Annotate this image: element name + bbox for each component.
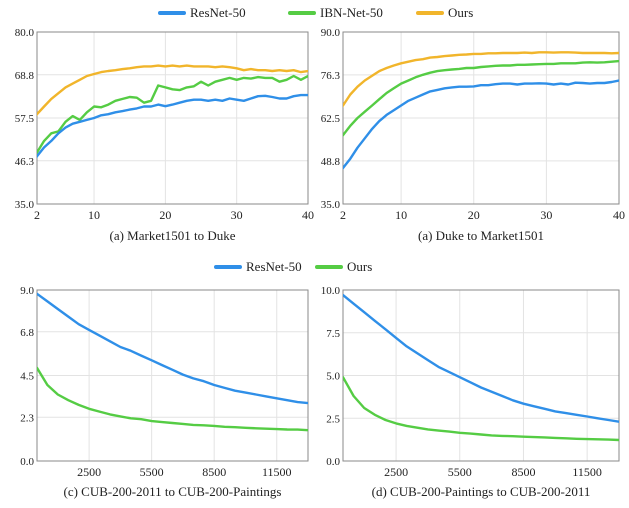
x-tick-label: 11500 [262,465,292,479]
y-tick-label: 35.0 [321,199,341,211]
x-tick-label: 30 [231,208,243,222]
series-line-resnet-50 [343,79,619,170]
x-tick-label: 5500 [448,465,472,479]
x-tick-label: 8500 [511,465,535,479]
legend-label: ResNet-50 [246,259,302,274]
plot-frame [342,31,620,205]
y-tick-label: 10.0 [321,285,341,297]
plot-frame [36,31,309,205]
y-tick-label: 76.3 [321,70,341,82]
series-line-ours [37,64,308,117]
y-tick-label: 80.0 [15,27,35,39]
plot-frame [342,289,620,462]
y-tick-label: 5.0 [326,371,340,383]
y-tick-label: 48.8 [321,156,341,168]
y-tick-label: 68.8 [15,70,35,82]
chart-caption: (a) Market1501 to Duke [110,228,236,243]
y-tick-label: 2.5 [326,413,340,425]
chart-panel-2: 35.0 48.8 62.5 76.3 90.0 2 10 20 30 40 (a) Duke to… [321,27,625,243]
series-line-ibn-net-50 [343,59,619,138]
chart-panel-3: 0.0 2.3 4.5 6.8 9.0 2500 5500 8500 11500 (c) CUB-… [20,285,309,499]
series-line-ours [37,366,308,432]
y-tick-label: 0.0 [20,456,34,468]
y-tick-label: 6.8 [20,327,34,339]
x-tick-label: 10 [395,208,407,222]
y-tick-label: 0.0 [326,456,340,468]
y-tick-label: 4.5 [20,371,34,383]
chart-caption: (c) CUB-200-2011 to CUB-200-Paintings [64,484,282,499]
chart-caption: (d) CUB-200-Paintings to CUB-200-2011 [372,484,591,499]
legend-label: Ours [347,259,372,274]
chart-panel-1: 35.0 46.3 57.5 68.8 80.0 2 10 20 30 40 (a) Market1… [15,27,314,243]
series-line-resnet-50 [37,292,308,405]
x-tick-label: 20 [159,208,171,222]
x-tick-label: 10 [88,208,100,222]
y-tick-label: 57.5 [15,113,35,125]
x-tick-label: 30 [540,208,552,222]
x-tick-label: 40 [613,208,625,222]
chart-panel-4: 0.0 2.5 5.0 7.5 10.0 2500 5500 8500 11500 (d) CUB… [321,285,620,499]
x-tick-label: 2 [34,208,40,222]
y-tick-label: 35.0 [15,199,35,211]
series-line-ours [343,51,619,108]
legend-label: ResNet-50 [190,5,246,20]
x-tick-label: 2500 [77,465,101,479]
y-tick-label: 90.0 [321,27,341,39]
legend-label: IBN-Net-50 [320,5,383,20]
x-tick-label: 8500 [202,465,226,479]
plot-frame [36,289,309,462]
y-tick-label: 46.3 [15,156,35,168]
y-tick-label: 62.5 [321,113,341,125]
series-line-ibn-net-50 [37,74,308,155]
legend-top: ResNet-50 IBN-Net-50 Ours [158,5,473,20]
x-tick-label: 5500 [140,465,164,479]
legend-bottom: ResNet-50 Ours [214,259,372,274]
legend-label: Ours [448,5,473,20]
y-tick-label: 7.5 [326,328,340,340]
chart-caption: (a) Duke to Market1501 [418,228,544,243]
x-tick-label: 2 [340,208,346,222]
y-tick-label: 9.0 [20,285,34,297]
x-tick-label: 40 [302,208,314,222]
series-line-ours [343,376,619,442]
series-line-resnet-50 [37,93,308,159]
x-tick-label: 20 [468,208,480,222]
x-tick-label: 2500 [384,465,408,479]
series-line-resnet-50 [343,293,619,423]
x-tick-label: 11500 [572,465,602,479]
y-tick-label: 2.3 [20,412,34,424]
